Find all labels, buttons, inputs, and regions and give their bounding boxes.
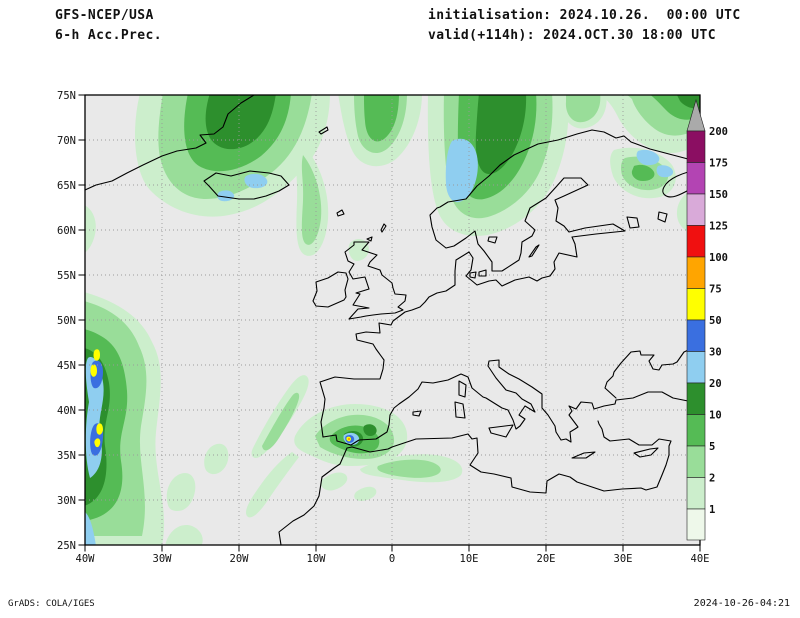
coastline-great-britain <box>344 241 407 320</box>
precip-blob <box>90 364 97 377</box>
colorbar-label: 20 <box>709 378 722 390</box>
precip-blob <box>165 525 203 545</box>
precip-blob <box>320 472 348 491</box>
coastline-iceland <box>203 170 290 200</box>
lat-tick-label: 45N <box>57 360 76 372</box>
coastline-mediterranean-north <box>350 359 700 446</box>
precip-blob <box>205 95 276 150</box>
colorbar-segment <box>686 225 706 258</box>
lat-tick-label: 25N <box>57 540 76 552</box>
precip-blob <box>656 165 674 178</box>
colorbar-segment <box>686 193 706 226</box>
coastline-europe-mainland <box>319 129 700 446</box>
precip-blob <box>377 459 441 478</box>
colorbar-segment <box>686 382 706 415</box>
precip-blob <box>445 138 478 203</box>
axis-ticks <box>78 94 701 552</box>
lat-tick-label: 40N <box>57 405 76 417</box>
precip-blob <box>364 95 399 142</box>
precip-blob <box>348 438 350 440</box>
product-title: 6-h Acc.Prec. <box>55 28 162 43</box>
lon-tick-label: 40E <box>691 553 710 565</box>
lat-tick-label: 55N <box>57 270 76 282</box>
colorbar-label: 100 <box>709 252 728 264</box>
precip-blob <box>217 190 235 202</box>
colorbar-label: 50 <box>709 315 722 327</box>
precip-blob <box>166 472 196 511</box>
colorbar-labels: 200 175 150 125 100 75 50 30 20 10 5 2 1 <box>709 126 728 516</box>
coastline-islands-lakes <box>318 126 668 459</box>
colorbar-segment <box>686 319 706 352</box>
colorbar <box>686 98 706 541</box>
colorbar-segment <box>686 130 706 163</box>
lon-tick-label: 30W <box>153 553 173 565</box>
lat-tick-label: 60N <box>57 225 76 237</box>
colorbar-label: 75 <box>709 284 722 296</box>
colorbar-label: 1 <box>709 504 715 516</box>
colorbar-label: 2 <box>709 473 715 485</box>
colorbar-label: 175 <box>709 158 728 170</box>
coastline-africa-levant <box>278 420 672 545</box>
lat-tick-label: 70N <box>57 135 76 147</box>
precip-blob <box>301 155 322 245</box>
precip-blob <box>565 95 601 123</box>
precip-blob <box>363 424 377 436</box>
lon-tick-label: 20E <box>537 553 556 565</box>
colorbar-segment <box>686 477 706 510</box>
colorbar-segment <box>686 414 706 447</box>
coastline-ireland <box>312 271 349 308</box>
valid-time-label: valid(+114h): 2024.OCT.30 18:00 UTC <box>428 28 716 43</box>
lat-axis-labels: 75N 70N 65N 60N 55N 50N 45N 40N 35N 30N … <box>57 90 76 552</box>
grads-credit: GrADS: COLA/IGES <box>8 599 95 609</box>
precip-blob <box>93 349 100 361</box>
model-title: GFS-NCEP/USA <box>55 8 154 23</box>
precip-blob <box>246 452 299 518</box>
colorbar-segment <box>686 162 706 195</box>
colorbar-label: 5 <box>709 441 715 453</box>
coastline-black-sea <box>604 346 700 399</box>
colorbar-segment <box>686 256 706 289</box>
lon-tick-label: 40W <box>76 553 96 565</box>
lat-tick-label: 65N <box>57 180 76 192</box>
precip-blob <box>631 164 655 181</box>
precip-level-75-100 <box>348 438 350 440</box>
colorbar-label: 200 <box>709 126 728 138</box>
lat-tick-label: 75N <box>57 90 76 102</box>
precip-level-50-75 <box>90 349 351 448</box>
init-time-label: initialisation: 2024.10.26. 00:00 UTC <box>428 8 741 23</box>
precip-blob <box>204 443 229 475</box>
lon-tick-label: 0 <box>389 553 395 565</box>
lon-tick-label: 10E <box>460 553 479 565</box>
precip-blob <box>354 486 377 501</box>
precip-blob <box>475 95 527 174</box>
lon-tick-label: 10W <box>307 553 327 565</box>
lon-tick-label: 30E <box>614 553 633 565</box>
precip-blob <box>94 438 101 448</box>
generation-timestamp: 2024-10-26-04:21 <box>693 598 790 609</box>
lon-tick-label: 20W <box>230 553 250 565</box>
colorbar-segment <box>686 508 706 541</box>
precip-blob <box>262 392 300 451</box>
lon-axis-labels: 40W 30W 20W 10W 0 10E 20E 30E 40E <box>76 553 710 565</box>
colorbar-segment <box>686 288 706 321</box>
precip-blob <box>96 423 103 435</box>
precip-blob <box>636 149 660 166</box>
coastlines <box>85 95 700 545</box>
precip-shading <box>85 95 700 545</box>
lat-tick-label: 30N <box>57 495 76 507</box>
precip-blob <box>85 205 96 253</box>
colorbar-label: 30 <box>709 347 722 359</box>
precip-blob <box>85 512 96 545</box>
lat-tick-label: 50N <box>57 315 76 327</box>
graticule <box>85 95 700 545</box>
colorbar-label: 125 <box>709 221 728 233</box>
colorbar-label: 10 <box>709 410 722 422</box>
colorbar-segment <box>686 351 706 384</box>
coastline-greenland <box>85 95 255 191</box>
lat-tick-label: 35N <box>57 450 76 462</box>
colorbar-label: 150 <box>709 189 728 201</box>
colorbar-segment <box>686 445 706 478</box>
